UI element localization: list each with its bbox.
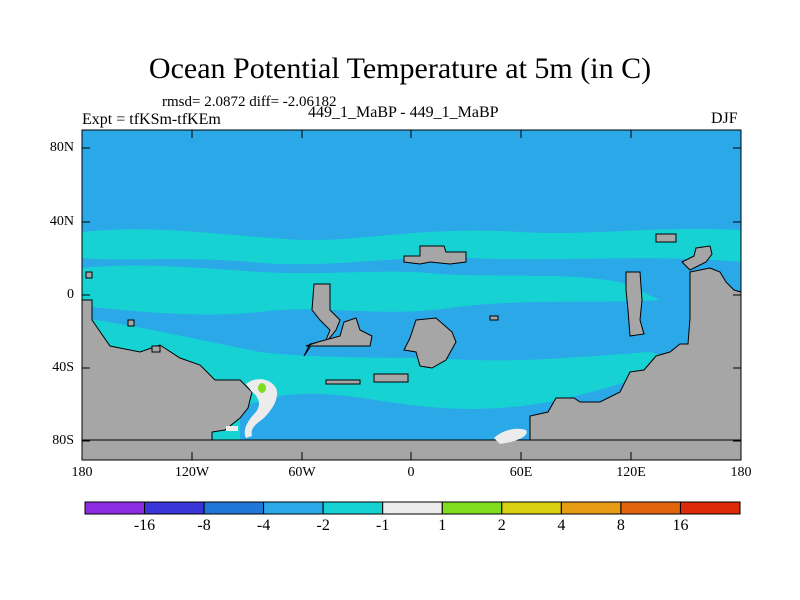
anomaly-white-south-america — [244, 379, 278, 438]
land-australia — [403, 317, 457, 369]
land-west-islet-2 — [127, 319, 135, 327]
colorbar-label: -4 — [256, 517, 271, 534]
x-tick-label: 60W — [288, 465, 316, 480]
colorbar-label: 1 — [438, 517, 447, 534]
y-tick-label: 80N — [49, 140, 74, 155]
x-tick-label: 0 — [407, 465, 415, 480]
experiment-label: Expt = tfKSm-tfKEm — [82, 111, 221, 128]
land-eastern-continent — [529, 267, 742, 441]
y-tick-label: 0 — [67, 287, 74, 302]
colorbar-label: 4 — [557, 517, 566, 534]
land-southern-tip — [325, 379, 361, 385]
land-small-island — [373, 373, 409, 383]
anomaly-white-cape — [226, 426, 238, 431]
y-tick-label: 40S — [52, 360, 74, 375]
land-africa — [303, 283, 341, 357]
map-title: Ocean Potential Temperature at 5m (in C) — [148, 52, 652, 85]
colorbar-label: -2 — [316, 517, 330, 534]
colorbar-swatch — [560, 501, 622, 515]
land-north-island — [655, 233, 677, 243]
colorbar-swatch — [620, 501, 681, 515]
land-west-islet-1 — [85, 271, 93, 279]
colorbar-label: -8 — [197, 517, 211, 534]
x-tick-label: 180 — [730, 465, 752, 480]
colorbar — [84, 501, 741, 515]
band-northern-tropics — [82, 229, 741, 265]
land-mid-islet — [489, 315, 499, 321]
colorbar-label: 16 — [672, 517, 689, 534]
colorbar-swatch — [203, 501, 265, 515]
colorbar-swatch — [263, 501, 324, 515]
x-tick-label: 60E — [509, 465, 533, 480]
colorbar-label: 2 — [497, 517, 506, 534]
axis-ticks — [82, 130, 741, 460]
x-tick-label: 120W — [174, 465, 210, 480]
colorbar-swatch — [84, 501, 145, 515]
land-west-islet-3 — [151, 345, 161, 353]
y-tick-label: 80S — [52, 433, 74, 448]
land-india — [403, 245, 467, 265]
colorbar-label: 8 — [616, 517, 625, 534]
colorbar-swatch — [441, 501, 503, 515]
land-americas — [81, 299, 253, 441]
land-south-america-strip — [305, 317, 373, 347]
colorbar-label: -1 — [376, 517, 390, 534]
colorbar-label: -16 — [133, 517, 156, 534]
y-tick-label: 40N — [49, 214, 74, 229]
band-equatorial — [82, 265, 660, 315]
anomaly-white-south-africa — [494, 428, 527, 444]
comparison-label: 449_1_MaBP - 449_1_MaBP — [308, 104, 499, 121]
colorbar-swatch — [144, 501, 205, 515]
colorbar-swatch — [501, 501, 562, 515]
colorbar-swatch — [382, 501, 443, 515]
x-tick-label: 120E — [616, 465, 646, 480]
land-northeast-islands — [681, 245, 713, 271]
anomaly-green-spot — [258, 383, 266, 393]
season-label: DJF — [711, 110, 738, 127]
colorbar-swatch — [322, 501, 384, 515]
land-east-island — [625, 271, 645, 337]
rmsd-diff-stats: rmsd= 2.0872 diff= -2.06182 — [162, 94, 337, 110]
colorbar-swatch — [680, 501, 741, 515]
x-tick-label: 180 — [71, 465, 93, 480]
